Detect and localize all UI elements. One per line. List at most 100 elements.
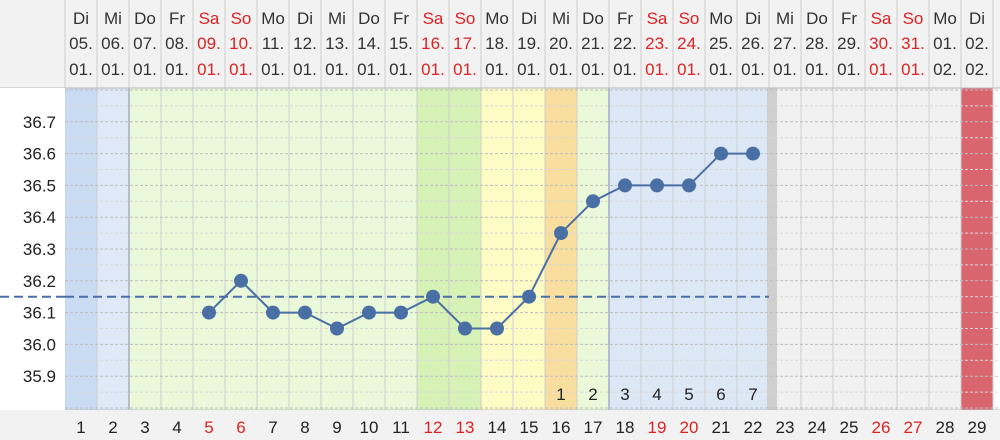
cycle-day-label: 8 [300, 418, 309, 437]
header-month: 01. [293, 60, 317, 79]
header-weekday: Mi [776, 9, 794, 28]
header-day: 14. [357, 34, 381, 53]
header-day: 01. [933, 34, 957, 53]
phase-day-label: 1 [556, 385, 565, 404]
header-day: 20. [549, 34, 573, 53]
header-weekday: Fr [841, 9, 857, 28]
cycle-day-label: 28 [936, 418, 955, 437]
temperature-point [714, 146, 728, 161]
header-day: 13. [325, 34, 349, 53]
header-weekday: Do [806, 9, 828, 28]
header-month: 01. [613, 60, 637, 79]
cycle-day-label: 5 [204, 418, 213, 437]
temperature-series [202, 146, 760, 336]
header-weekday: Di [969, 9, 985, 28]
temperature-point [234, 273, 248, 288]
y-tick-label: 36.2 [23, 272, 56, 291]
cycle-day-label: 22 [744, 418, 763, 437]
header-day: 25. [709, 34, 733, 53]
header-day: 10. [229, 34, 253, 53]
header-weekday: Do [134, 9, 156, 28]
phase-day-label: 5 [684, 385, 693, 404]
cycle-day-label: 20 [680, 418, 699, 437]
header-month: 02. [933, 60, 957, 79]
phase-day-label: 3 [620, 385, 629, 404]
header-weekday: Sa [871, 9, 892, 28]
y-tick-label: 36.6 [23, 145, 56, 164]
header-day: 19. [517, 34, 541, 53]
y-tick-label: 36.5 [23, 176, 56, 195]
temperature-point [426, 289, 440, 304]
header-day: 30. [869, 34, 893, 53]
header-day: 07. [133, 34, 157, 53]
y-tick-label: 36.1 [23, 304, 56, 323]
y-tick-label: 35.9 [23, 367, 56, 386]
cycle-day-label: 1 [76, 418, 85, 437]
y-tick-label: 36.4 [23, 208, 56, 227]
header-month: 01. [581, 60, 605, 79]
header-month: 01. [549, 60, 573, 79]
cycle-day-label: 17 [584, 418, 603, 437]
phase-day-labels: 1 2 3 4 5 6 7 [556, 385, 757, 404]
header-weekday: Sa [647, 9, 668, 28]
header-day: 06. [101, 34, 125, 53]
header-day: 08. [165, 34, 189, 53]
header-weekday: Di [521, 9, 537, 28]
header-weekday: Fr [393, 9, 409, 28]
header-day: 23. [645, 34, 669, 53]
cycle-day-label: 3 [140, 418, 149, 437]
header-month: 01. [197, 60, 221, 79]
header-month: 02. [965, 60, 989, 79]
header-weekday: Sa [199, 9, 220, 28]
header-weekday: Di [73, 9, 89, 28]
y-tick-label: 36.7 [23, 113, 56, 132]
header-month: 01. [389, 60, 413, 79]
header-day: 18. [485, 34, 509, 53]
header-weekday: Di [297, 9, 313, 28]
temperature-point [298, 305, 312, 320]
temperature-point [682, 178, 696, 193]
header-weekday: Mo [709, 9, 733, 28]
header-weekday: So [679, 9, 700, 28]
header-month: 01. [741, 60, 765, 79]
header-month: 01. [325, 60, 349, 79]
header-month: 01. [229, 60, 253, 79]
cycle-day-label: 12 [424, 418, 443, 437]
header-month: 01. [869, 60, 893, 79]
cycle-day-label: 29 [968, 418, 987, 437]
header-day: 02. [965, 34, 989, 53]
header-day: 15. [389, 34, 413, 53]
header-month: 01. [645, 60, 669, 79]
temperature-point [618, 178, 632, 193]
header-weekday: So [231, 9, 252, 28]
cycle-day-label: 14 [488, 418, 507, 437]
header-day: 27. [773, 34, 797, 53]
header-month: 01. [261, 60, 285, 79]
header-day: 22. [613, 34, 637, 53]
header-weekday: So [903, 9, 924, 28]
header-weekday: Do [358, 9, 380, 28]
temperature-point [362, 305, 376, 320]
cycle-day-label: 16 [552, 418, 571, 437]
header-month: 01. [453, 60, 477, 79]
cycle-day-label: 24 [808, 418, 827, 437]
header-day: 24. [677, 34, 701, 53]
cycle-day-label: 19 [648, 418, 667, 437]
header-month: 01. [517, 60, 541, 79]
cycle-day-label: 7 [268, 418, 277, 437]
cycle-day-label: 4 [172, 418, 181, 437]
header-weekday: Mo [485, 9, 509, 28]
header-weekday: Fr [169, 9, 185, 28]
header-month: 01. [101, 60, 125, 79]
phase-day-label: 7 [748, 385, 757, 404]
temperature-point [586, 194, 600, 209]
date-header: Di 05. 01. Mi 06. 01. Do 07. 01. Fr 08. 01. Sa 09. 01.… [0, 0, 1000, 88]
cycle-day-label: 27 [904, 418, 923, 437]
header-weekday: So [455, 9, 476, 28]
header-day: 26. [741, 34, 765, 53]
cycle-day-label: 13 [456, 418, 475, 437]
phase-bands [65, 88, 993, 410]
header-weekday: Mo [261, 9, 285, 28]
header-month: 01. [165, 60, 189, 79]
cycle-day-label: 9 [332, 418, 341, 437]
